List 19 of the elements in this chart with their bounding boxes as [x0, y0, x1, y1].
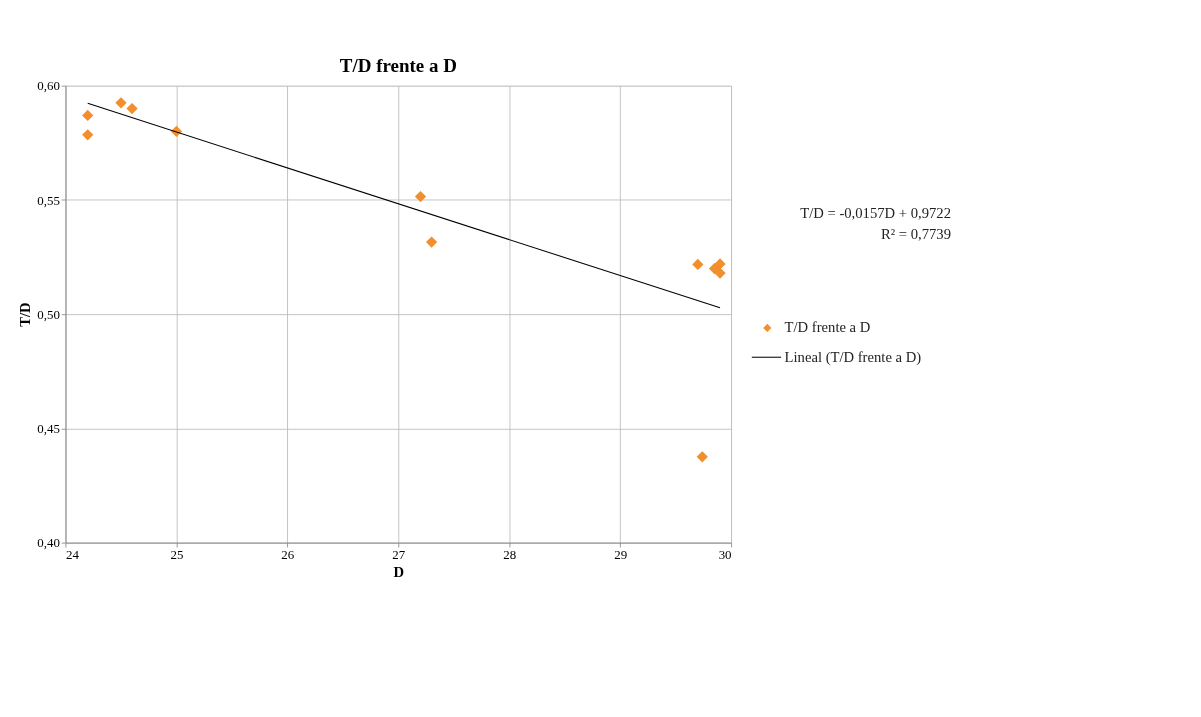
- text: T/D = -0,0157D + 0,9722: [800, 204, 951, 221]
- x-tick-label: 26: [281, 547, 295, 563]
- legend-label: Lineal (T/D frente a D): [784, 348, 922, 366]
- legend-label: T/D frente a D: [784, 319, 871, 336]
- x-axis-title: D: [393, 563, 405, 580]
- x-tick-label: 25: [170, 547, 184, 563]
- x-tick-label: 28: [503, 547, 517, 563]
- x-tick-label: 30: [718, 547, 732, 563]
- y-tick-label: 0,50: [37, 306, 60, 322]
- y-tick-label: 0,45: [37, 421, 60, 437]
- x-tick-label: 24: [65, 547, 80, 563]
- y-tick-label: 0,55: [37, 192, 60, 208]
- x-tick-label: 29: [614, 547, 628, 563]
- y-axis-title: T/D: [17, 302, 34, 327]
- text: R² = 0,7739: [880, 225, 951, 242]
- x-tick-label: 27: [392, 547, 406, 563]
- y-tick-label: 0,60: [37, 78, 60, 94]
- y-tick-label: 0,40: [37, 535, 60, 551]
- chart-title: T/D frente a D: [339, 54, 457, 76]
